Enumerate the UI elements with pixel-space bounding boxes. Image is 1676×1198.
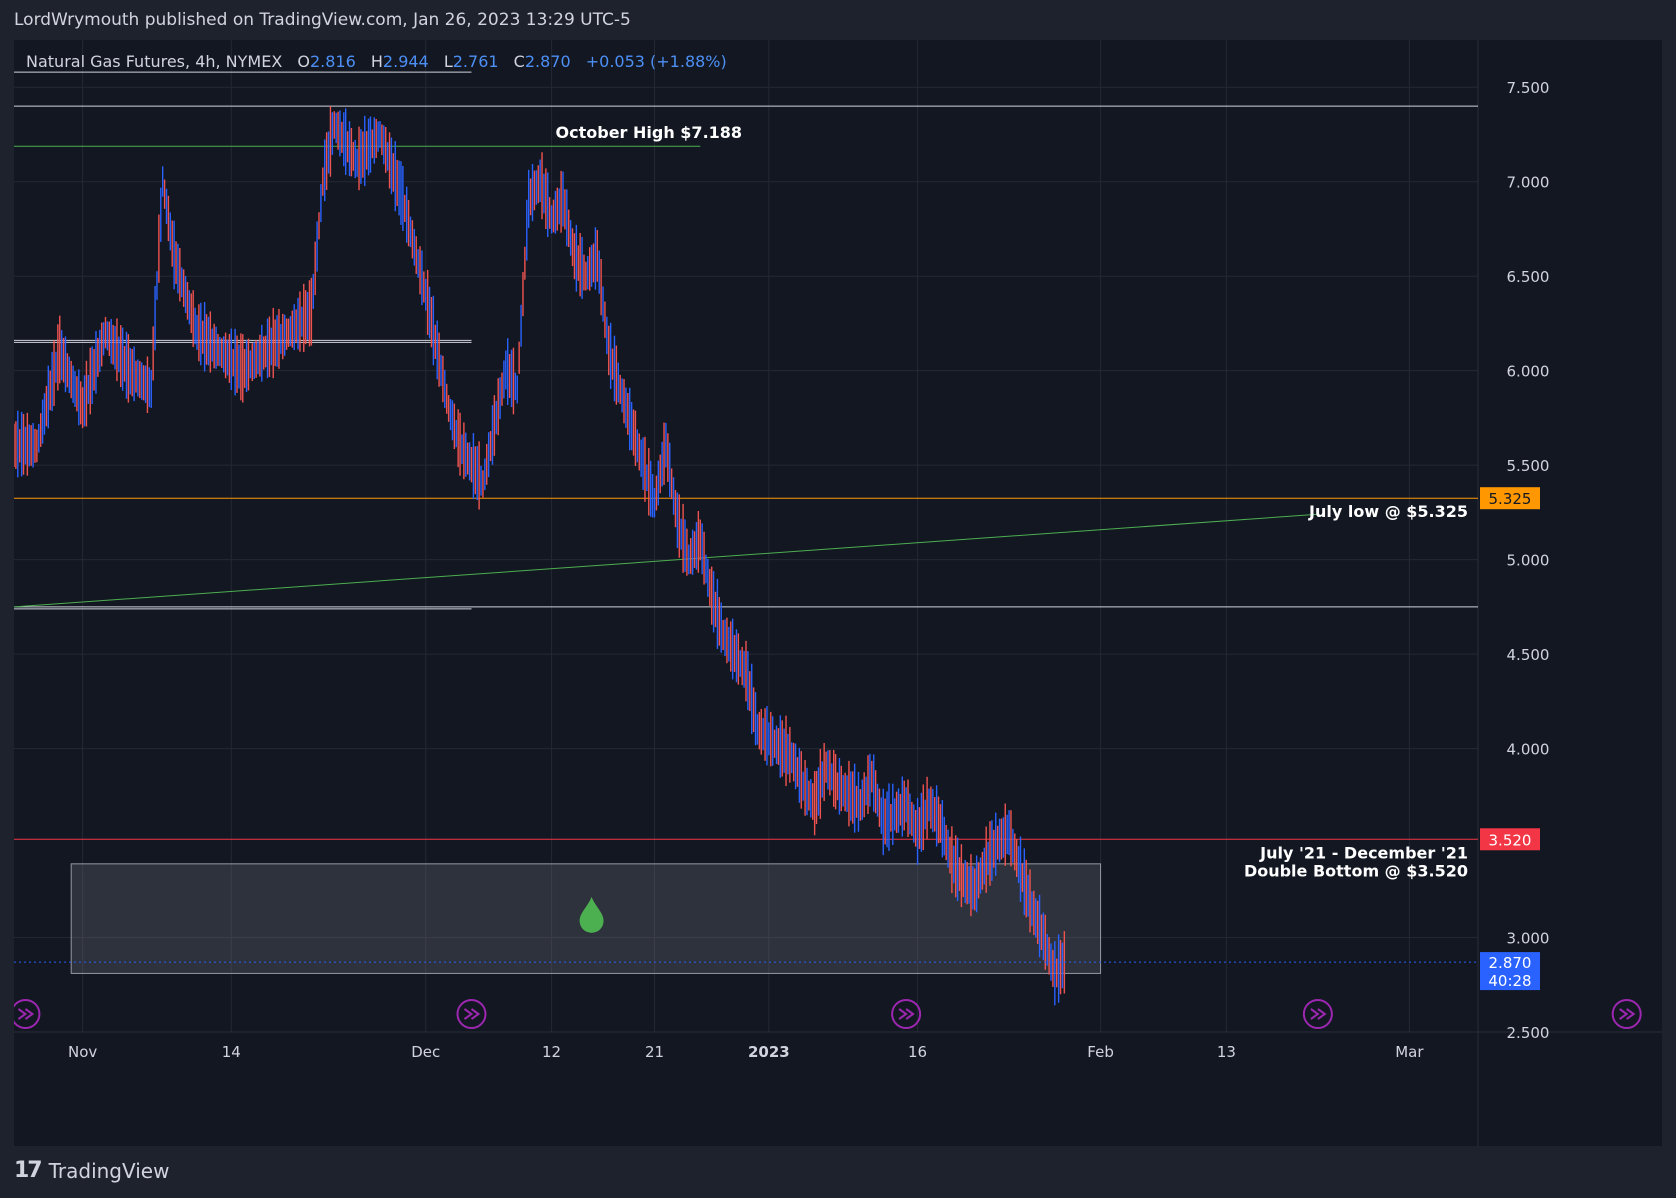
last-price-value: 2.870 xyxy=(1489,954,1532,972)
y-tick-label: 7.000 xyxy=(1507,174,1550,192)
x-tick-label: Mar xyxy=(1395,1043,1424,1061)
y-tick-label: 2.500 xyxy=(1507,1024,1550,1042)
orange-level-badge-bg xyxy=(1480,487,1540,510)
event-marker-icon[interactable] xyxy=(1302,999,1333,1029)
y-tick-label: 7.500 xyxy=(1507,79,1550,97)
x-tick-label: 16 xyxy=(908,1043,927,1061)
publish-header: LordWrymouth published on TradingView.co… xyxy=(14,10,631,30)
x-tick-label: Dec xyxy=(411,1043,440,1061)
x-tick-label: Nov xyxy=(68,1043,97,1061)
event-marker-icon[interactable] xyxy=(14,999,41,1029)
close-value: 2.870 xyxy=(524,52,571,71)
y-tick-label: 6.500 xyxy=(1507,268,1550,286)
annotation-double-bottom-2: Double Bottom @ $3.520 xyxy=(1244,861,1468,880)
close-label: C xyxy=(513,52,525,71)
event-marker-icon[interactable] xyxy=(1611,999,1642,1029)
symbol-legend: Natural Gas Futures, 4h, NYMEX O2.816 H2… xyxy=(26,52,727,71)
x-tick-label: 21 xyxy=(645,1043,664,1061)
y-tick-label: 4.500 xyxy=(1507,646,1550,664)
open-label: O xyxy=(297,52,310,71)
brand-name: TradingView xyxy=(48,1158,170,1183)
drop-icon xyxy=(579,896,604,933)
x-tick-label: 13 xyxy=(1217,1043,1236,1061)
last-price-countdown: 40:28 xyxy=(1488,972,1531,990)
symbol-title: Natural Gas Futures, 4h, NYMEX xyxy=(26,52,283,71)
y-tick-label: 4.000 xyxy=(1507,741,1550,759)
chart-background xyxy=(14,40,1662,1146)
event-marker-icon[interactable] xyxy=(456,999,487,1029)
double-bottom-zone xyxy=(70,863,1102,974)
red-level-badge-bg xyxy=(1480,828,1540,851)
open-value: 2.816 xyxy=(309,52,356,71)
event-marker-icon[interactable] xyxy=(891,999,922,1029)
x-tick-label: 12 xyxy=(542,1043,561,1061)
x-tick-label: 2023 xyxy=(748,1043,790,1061)
x-tick-label: Feb xyxy=(1087,1043,1114,1061)
x-tick-label: 14 xyxy=(222,1043,241,1061)
annotation-july-low: July low @ $5.325 xyxy=(1308,502,1468,521)
annotation-october-high: October High $7.188 xyxy=(556,123,743,142)
change-value: +0.053 (+1.88%) xyxy=(585,52,727,71)
orange-level-badge: 5.325 xyxy=(1489,490,1532,508)
y-tick-label: 5.000 xyxy=(1507,552,1550,570)
annotation-double-bottom-1: July '21 - December '21 xyxy=(1259,843,1468,862)
trend-line xyxy=(14,513,1318,608)
tradingview-logo-icon: 17 xyxy=(14,1158,43,1183)
high-label: H xyxy=(370,52,383,71)
red-level-badge: 3.520 xyxy=(1489,831,1532,849)
footer-brand[interactable]: 17 TradingView xyxy=(14,1158,169,1183)
price-chart[interactable]: October High $7.188 July low @ $5.325 July… xyxy=(14,40,1662,1146)
last-price-badge-bg xyxy=(1480,952,1540,991)
low-value: 2.761 xyxy=(452,52,499,71)
y-tick-label: 6.000 xyxy=(1507,363,1550,381)
y-tick-label: 5.500 xyxy=(1507,457,1550,475)
y-tick-label: 3.000 xyxy=(1507,930,1550,948)
low-label: L xyxy=(443,52,453,71)
high-value: 2.944 xyxy=(382,52,429,71)
